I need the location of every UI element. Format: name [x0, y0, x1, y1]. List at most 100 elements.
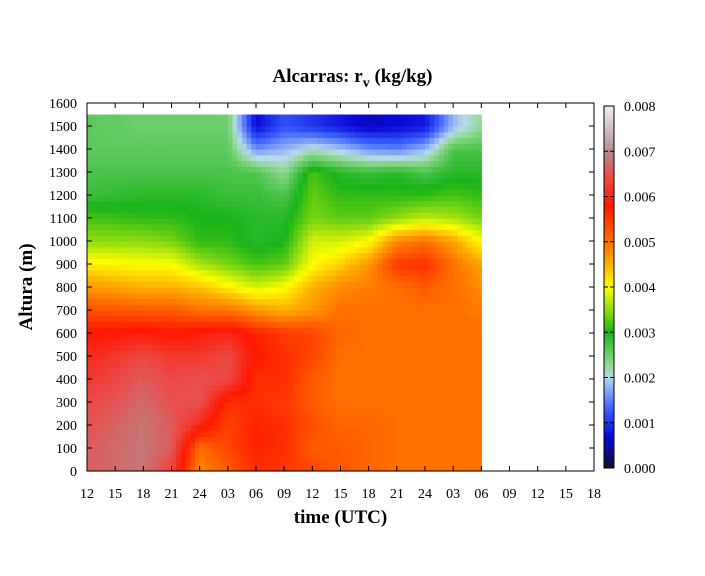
heatmap-cell	[91, 241, 97, 248]
heatmap-cell	[382, 258, 389, 265]
heatmap-cell	[204, 390, 210, 397]
heatmap-cell	[251, 361, 257, 369]
heatmap-cell	[307, 344, 313, 351]
heatmap-cell	[213, 367, 220, 374]
heatmap-cell	[180, 350, 187, 357]
heatmap-cell	[335, 356, 342, 363]
heatmap-cell	[185, 373, 191, 380]
heatmap-cell	[227, 229, 234, 236]
heatmap-cell	[373, 361, 379, 369]
heatmap-cell	[345, 361, 351, 369]
heatmap-cell	[298, 430, 304, 438]
heatmap-cell	[284, 402, 290, 409]
heatmap-cell	[368, 442, 374, 449]
heatmap-cell	[368, 344, 374, 351]
heatmap-cell	[302, 183, 309, 190]
heatmap-cell	[194, 137, 201, 144]
heatmap-cell	[270, 281, 276, 288]
heatmap-cell	[138, 292, 144, 300]
heatmap-cell	[363, 114, 370, 121]
heatmap-cell	[143, 114, 149, 121]
heatmap-cell	[209, 361, 215, 369]
heatmap-cell	[227, 442, 234, 449]
heatmap-cell	[138, 189, 144, 196]
heatmap-cell	[406, 298, 412, 305]
heatmap-cell	[204, 264, 210, 271]
heatmap-cell	[101, 298, 107, 305]
heatmap-cell	[209, 379, 215, 386]
heatmap-cell	[91, 172, 97, 179]
heatmap-cell	[307, 126, 313, 133]
heatmap-cell	[462, 287, 468, 294]
heatmap-cell	[354, 367, 360, 374]
heatmap-cell	[256, 425, 262, 432]
heatmap-cell	[110, 361, 116, 369]
heatmap-cell	[265, 356, 271, 363]
heatmap-cell	[307, 177, 313, 185]
heatmap-cell	[312, 344, 318, 351]
heatmap-cell	[119, 361, 126, 369]
heatmap-cell	[87, 419, 93, 426]
heatmap-cell	[349, 327, 356, 334]
heatmap-cell	[91, 166, 97, 173]
heatmap-cell	[96, 264, 102, 271]
heatmap-cell	[194, 120, 201, 127]
heatmap-cell	[119, 344, 126, 351]
heatmap-cell	[129, 189, 135, 196]
heatmap-cell	[448, 183, 454, 190]
heatmap-cell	[387, 120, 393, 127]
heatmap-cell	[218, 189, 224, 196]
heatmap-cell	[284, 379, 290, 386]
heatmap-cell	[129, 206, 135, 213]
heatmap-cell	[457, 275, 464, 282]
heatmap-cell	[218, 298, 224, 305]
heatmap-cell	[148, 126, 154, 133]
heatmap-cell	[434, 258, 440, 265]
heatmap-cell	[312, 356, 318, 363]
heatmap-cell	[349, 442, 356, 449]
heatmap-cell	[302, 275, 309, 282]
heatmap-cell	[453, 344, 459, 351]
heatmap-cell	[279, 229, 285, 236]
heatmap-cell	[265, 200, 271, 208]
heatmap-cell	[199, 154, 205, 162]
heatmap-cell	[270, 287, 276, 294]
heatmap-cell	[354, 258, 360, 265]
heatmap-cell	[152, 223, 159, 231]
heatmap-cell	[218, 396, 224, 403]
heatmap-cell	[317, 223, 323, 231]
heatmap-cell	[213, 407, 220, 415]
heatmap-cell	[274, 436, 281, 443]
heatmap-cell	[96, 338, 102, 346]
heatmap-cell	[373, 160, 379, 167]
heatmap-cell	[396, 419, 403, 426]
heatmap-cell	[176, 384, 182, 392]
heatmap-cell	[410, 356, 417, 363]
heatmap-cell	[209, 448, 215, 455]
heatmap-cell	[378, 407, 384, 415]
heatmap-cell	[284, 396, 290, 403]
heatmap-cell	[218, 252, 224, 259]
heatmap-cell	[96, 269, 102, 277]
heatmap-cell	[251, 413, 257, 420]
heatmap-cell	[241, 229, 248, 236]
heatmap-cell	[129, 149, 135, 156]
heatmap-cell	[354, 206, 360, 213]
heatmap-cell	[270, 465, 276, 472]
heatmap-cell	[199, 126, 205, 133]
heatmap-cell	[176, 453, 182, 461]
heatmap-cell	[302, 298, 309, 305]
heatmap-cell	[335, 275, 342, 282]
heatmap-cell	[232, 212, 238, 219]
heatmap-cell	[448, 258, 454, 265]
heatmap-cell	[359, 430, 365, 438]
heatmap-cell	[270, 453, 276, 461]
heatmap-cell	[434, 269, 440, 277]
heatmap-cell	[345, 126, 351, 133]
heatmap-cell	[345, 172, 351, 179]
heatmap-cell	[288, 413, 295, 420]
heatmap-cell	[396, 448, 403, 455]
heatmap-cell	[96, 126, 102, 133]
heatmap-cell	[171, 436, 177, 443]
heatmap-cell	[162, 448, 168, 455]
